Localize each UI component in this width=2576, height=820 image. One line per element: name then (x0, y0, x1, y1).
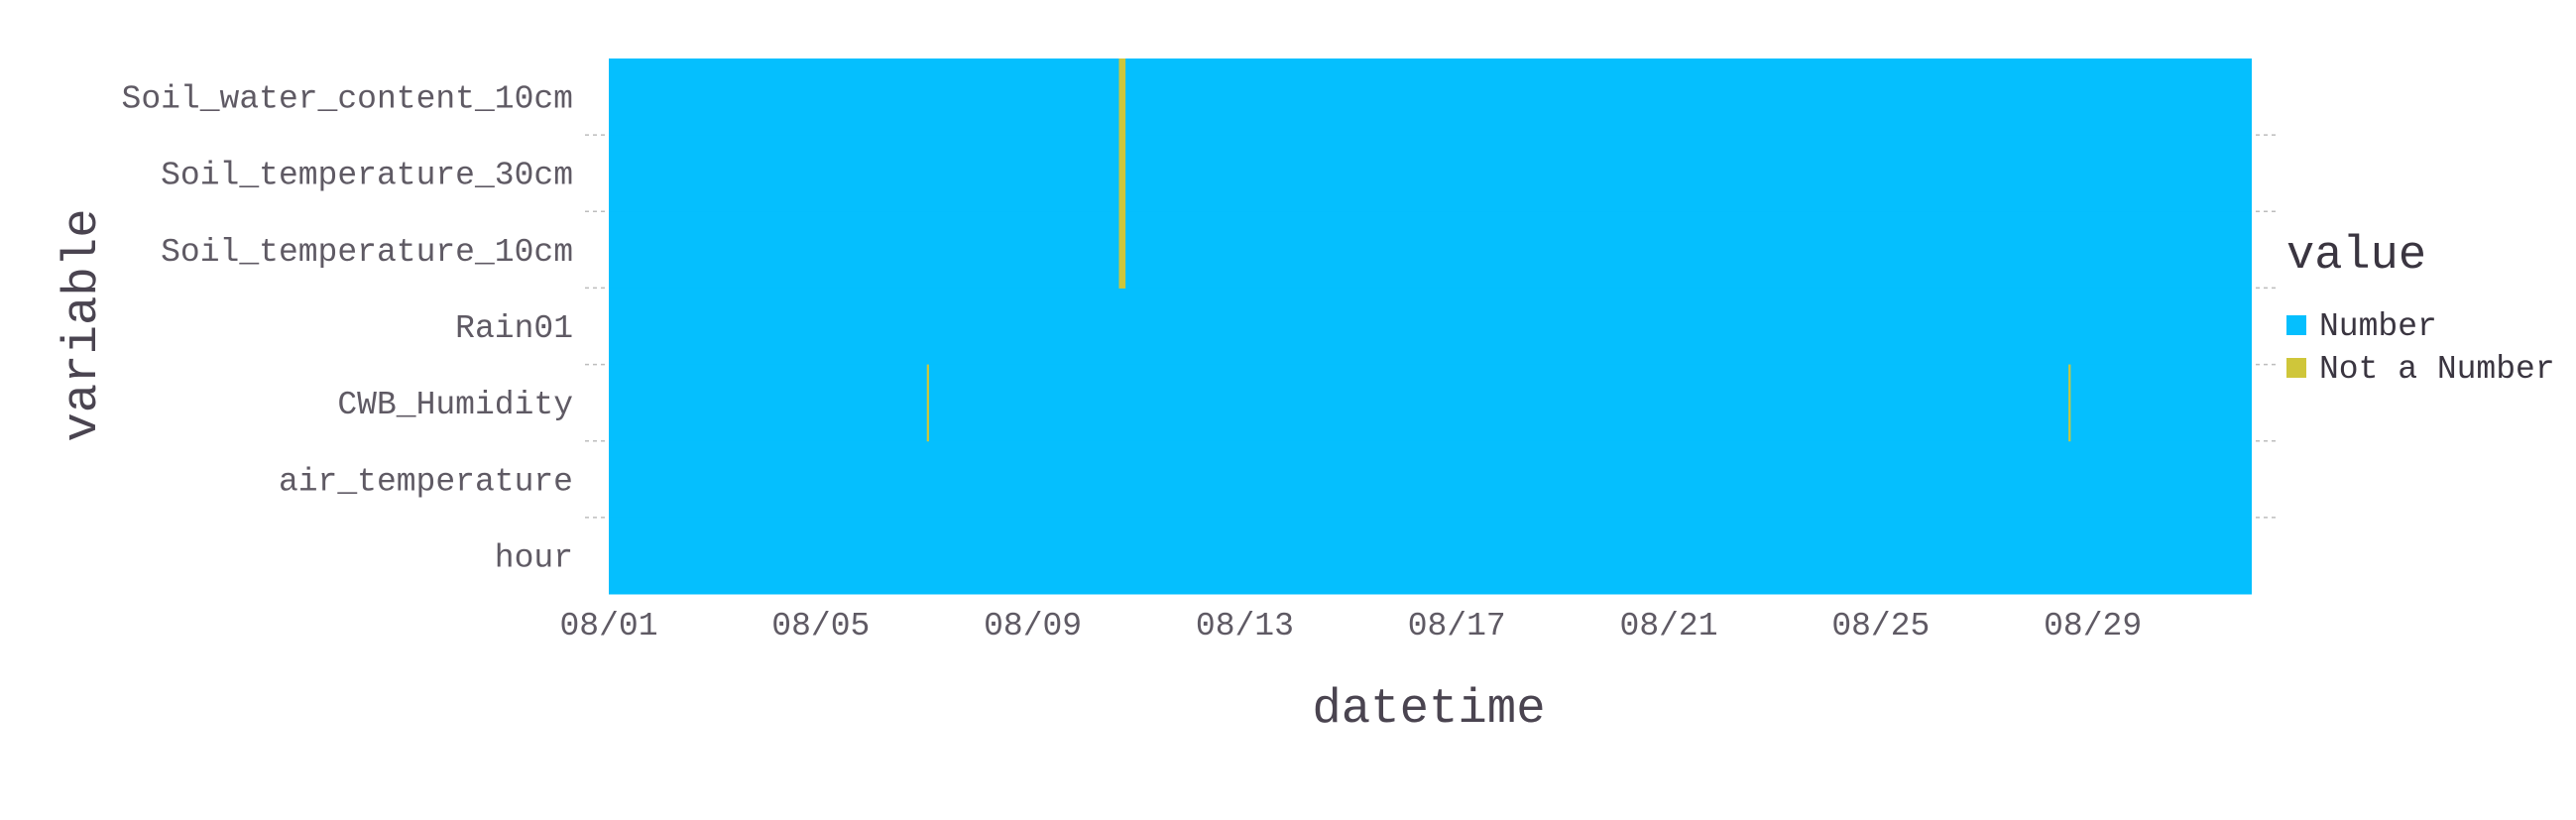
x-tick-label: 08/13 (1196, 608, 1294, 644)
nan-cell-Soil_temperature_10cm-0 (1118, 211, 1126, 289)
plot-area (609, 59, 2252, 595)
legend-label-nan: Not a Number (2319, 351, 2555, 388)
x-axis-title: datetime (1312, 681, 1545, 737)
heatmap-row-hour (609, 517, 2252, 595)
nan-cell-Soil_temperature_30cm-0 (1118, 135, 1126, 212)
heatmap-row-Soil_water_content_10cm (609, 59, 2252, 136)
nan-cell-Soil_water_content_10cm-0 (1118, 59, 1126, 136)
x-tick-label: 08/25 (1831, 608, 1930, 644)
heatmap-row-CWB_Humidity (609, 364, 2252, 442)
nan-cell-CWB_Humidity-2 (2068, 364, 2071, 442)
legend-swatch-number (2286, 315, 2306, 335)
y-tick-label: hour (495, 539, 573, 576)
legend-label-number: Number (2319, 308, 2437, 345)
y-tick-label: Soil_water_content_10cm (122, 81, 573, 118)
y-tick-label: Soil_temperature_30cm (161, 158, 573, 194)
y-tick-label: Rain01 (455, 310, 573, 347)
x-tick-label: 08/05 (771, 608, 870, 644)
legend-swatch-nan (2286, 358, 2306, 378)
heatmap-row-Rain01 (609, 288, 2252, 366)
legend: value Number Not a Number (2286, 230, 2555, 388)
y-axis-title: variable (55, 208, 110, 441)
x-tick-label: 08/29 (2044, 608, 2142, 644)
y-tick-label: CWB_Humidity (337, 387, 573, 423)
y-tick-label: Soil_temperature_10cm (161, 234, 573, 271)
heatmap-row-Soil_temperature_30cm (609, 135, 2252, 212)
x-tick-label: 08/01 (559, 608, 657, 644)
heatmap-row-air_temperature (609, 440, 2252, 519)
nan-cell-CWB_Humidity-1 (926, 364, 929, 442)
y-axis-ticks: Soil_water_content_10cm Soil_temperature_… (122, 81, 2277, 576)
heatmap-row-Soil_temperature_10cm (609, 211, 2252, 289)
y-tick-label: air_temperature (279, 463, 573, 500)
x-tick-label: 08/17 (1408, 608, 1506, 644)
legend-title: value (2286, 230, 2426, 283)
x-tick-label: 08/09 (984, 608, 1082, 644)
x-tick-label: 08/21 (1620, 608, 1718, 644)
x-axis-ticks: 08/01 08/05 08/09 08/13 08/17 08/21 08/25 08/29 (559, 608, 2142, 644)
